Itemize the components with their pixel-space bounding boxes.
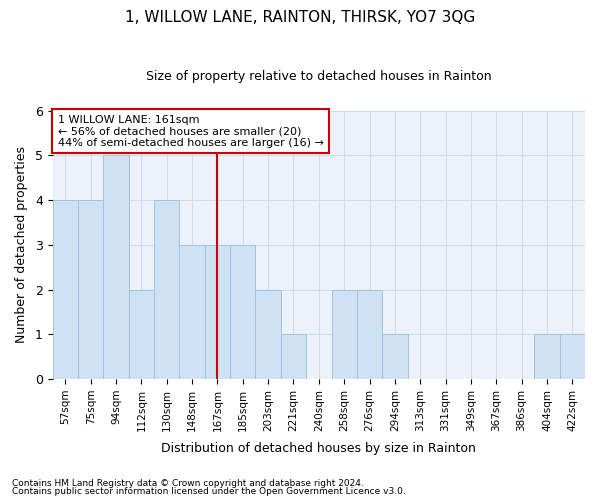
Bar (357, 290, 382, 379)
Bar (154, 200, 179, 379)
Bar (332, 290, 357, 379)
Y-axis label: Number of detached properties: Number of detached properties (15, 146, 28, 344)
Bar (230, 245, 256, 379)
Bar (129, 290, 154, 379)
Text: 1 WILLOW LANE: 161sqm
← 56% of detached houses are smaller (20)
44% of semi-deta: 1 WILLOW LANE: 161sqm ← 56% of detached … (58, 114, 324, 148)
Bar (535, 334, 560, 379)
Bar (53, 200, 78, 379)
Bar (560, 334, 585, 379)
Text: 1, WILLOW LANE, RAINTON, THIRSK, YO7 3QG: 1, WILLOW LANE, RAINTON, THIRSK, YO7 3QG (125, 10, 475, 25)
Bar (78, 200, 103, 379)
Title: Size of property relative to detached houses in Rainton: Size of property relative to detached ho… (146, 70, 491, 83)
Bar (281, 334, 306, 379)
Bar (205, 245, 230, 379)
Bar (103, 156, 129, 379)
Bar (382, 334, 407, 379)
Text: Contains public sector information licensed under the Open Government Licence v3: Contains public sector information licen… (12, 487, 406, 496)
Bar (179, 245, 205, 379)
X-axis label: Distribution of detached houses by size in Rainton: Distribution of detached houses by size … (161, 442, 476, 455)
Bar (256, 290, 281, 379)
Text: Contains HM Land Registry data © Crown copyright and database right 2024.: Contains HM Land Registry data © Crown c… (12, 478, 364, 488)
